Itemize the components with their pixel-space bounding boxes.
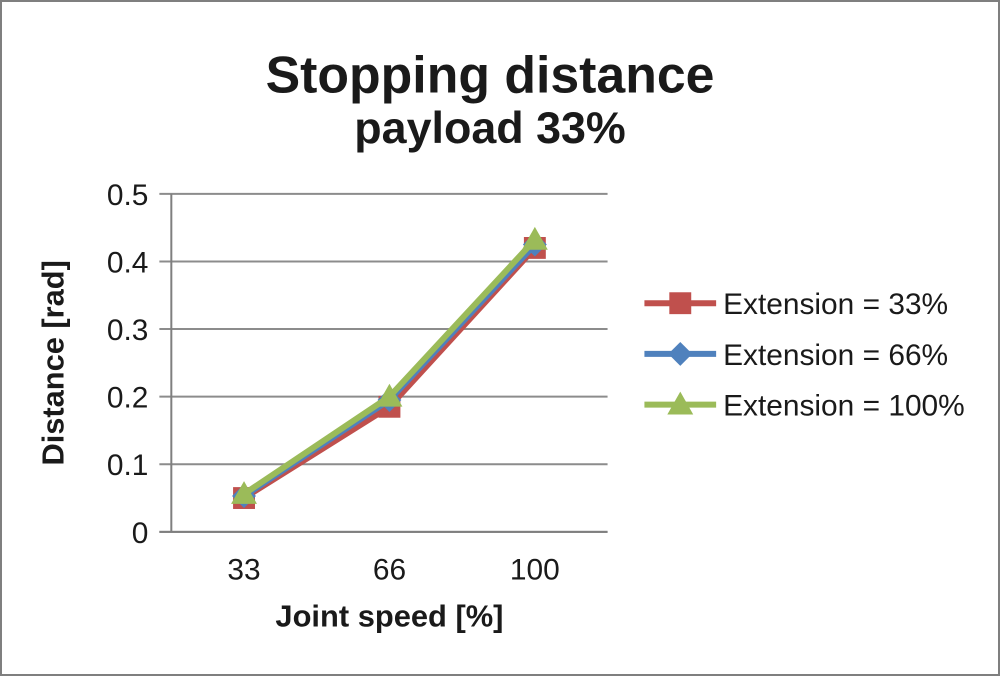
legend-label: Extension = 66% (723, 339, 948, 372)
chart-subtitle: payload 33% (354, 103, 625, 153)
x-tick-label: 66 (373, 554, 406, 587)
legend-item-2: Extension = 100% (644, 390, 965, 423)
y-tick-label: 0 (132, 517, 149, 550)
series-group (231, 226, 548, 509)
series-marker-2-2 (521, 226, 548, 250)
x-axis-title: Joint speed [%] (275, 598, 503, 633)
series-marker-2-0 (231, 481, 257, 504)
legend-label: Extension = 100% (723, 390, 965, 423)
legend-label: Extension = 33% (723, 288, 948, 321)
y-tick-label: 0.5 (107, 179, 149, 212)
x-tick-label: 100 (510, 554, 560, 587)
series-line-1 (242, 242, 538, 499)
y-axis-title: Distance [rad] (36, 260, 71, 465)
series-marker-2-1 (376, 383, 403, 407)
series-line-2 (242, 237, 538, 497)
legend-marker (669, 292, 692, 315)
legend-group: Extension = 33% Extension = 66% Extension … (644, 288, 965, 423)
x-tick-label: 33 (227, 554, 260, 587)
chart-title: Stopping distance (266, 46, 715, 104)
y-tick-labels-group: 0 0.1 0.2 0.3 0.4 0.5 (107, 179, 149, 550)
legend-marker (667, 391, 694, 415)
y-tick-label: 0.1 (107, 449, 149, 482)
y-tick-label: 0.3 (107, 314, 149, 347)
legend-item-1: Extension = 66% (644, 339, 948, 372)
y-tick-label: 0.2 (107, 382, 149, 415)
legend-marker (668, 341, 693, 366)
legend-item-0: Extension = 33% (644, 288, 948, 321)
axes-group (159, 193, 608, 533)
y-tick-label: 0.4 (107, 246, 149, 279)
x-tick-labels-group: 33 66 100 (227, 554, 559, 587)
